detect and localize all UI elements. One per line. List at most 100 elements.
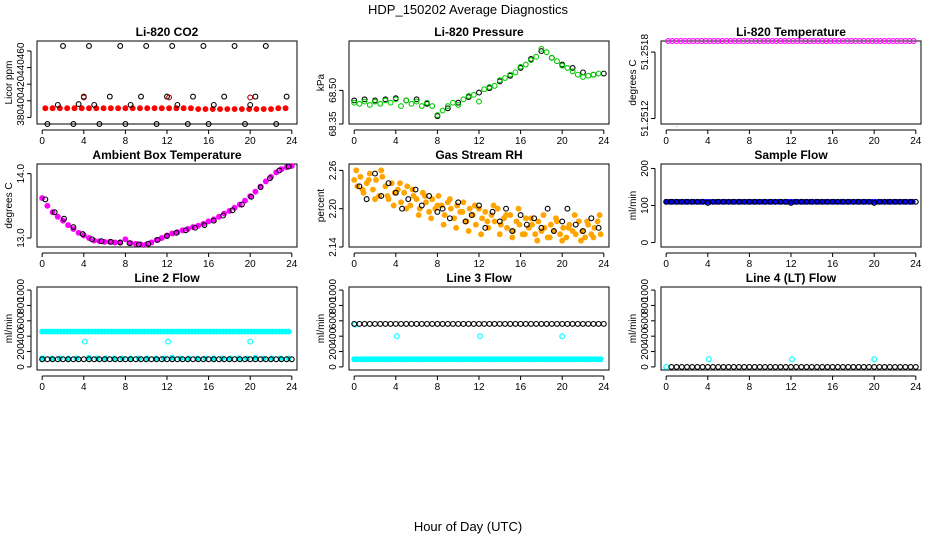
data-point-rh-orange-92	[428, 215, 435, 222]
y-tick-label-line3-4: 800	[328, 297, 339, 314]
data-point-co2-red-11	[122, 105, 129, 112]
data-point-rh-orange-44	[488, 212, 495, 219]
data-point-line3-black-20	[455, 320, 462, 327]
data-point-line4-black-44	[897, 363, 904, 370]
data-point-rh-orange-7	[373, 177, 379, 183]
data-point-co2-red-33	[282, 105, 289, 112]
x-tick-label-licortemp-0: 0	[663, 136, 669, 147]
data-point-line3-black-28	[496, 320, 503, 327]
data-point-rh-orange-35	[460, 199, 467, 206]
data-point-line2-black-8	[80, 356, 87, 363]
chart-title-co2: Li-820 CO2	[136, 25, 199, 39]
x-tick-label-co2-4: 16	[203, 136, 215, 147]
data-point-line4-black-24	[793, 363, 800, 370]
data-point-line4-black-43	[892, 363, 898, 370]
data-point-pressure-green-17	[439, 107, 446, 114]
x-tick-label-sampleflow-2: 8	[747, 259, 753, 270]
data-point-line3-black-11	[408, 320, 415, 327]
data-point-boxtemp-black-6	[98, 238, 105, 245]
data-point-boxtemp-black-16	[192, 224, 199, 231]
data-point-boxtemp-black-10	[135, 241, 142, 248]
data-point-pressure-green-33	[522, 61, 529, 68]
data-point-rh-black-11	[434, 208, 441, 215]
data-point-rh-orange-118	[590, 234, 597, 241]
x-tick-label-licortemp-1: 4	[705, 136, 711, 147]
data-point-line4-black-2	[678, 363, 685, 370]
data-point-pressure-green-41	[564, 64, 571, 71]
data-point-boxtemp-black-14	[173, 229, 180, 236]
data-point-pressure-green-28	[496, 77, 503, 84]
x-tick-label-pressure-5: 20	[557, 136, 569, 147]
data-point-rh-orange-77	[591, 224, 598, 231]
x-tick-label-sampleflow-5: 20	[869, 259, 881, 270]
data-point-rh-orange-55	[522, 215, 529, 222]
x-tick-label-boxtemp-6: 24	[286, 259, 298, 270]
data-point-licortemp-magenta-4	[681, 38, 688, 44]
data-point-rh-black-13	[446, 215, 453, 222]
data-point-licortemp-magenta-51	[877, 38, 884, 44]
data-point-co2-red-14	[144, 105, 151, 112]
y-tick-label-sampleflow-1: 100	[640, 197, 651, 214]
data-point-line2-black-48	[288, 356, 295, 363]
data-point-line3-black-12	[413, 320, 420, 327]
data-point-line4-black-18	[762, 363, 768, 370]
data-point-line4-black-36	[855, 363, 862, 370]
data-point-boxtemp-black-18	[210, 217, 217, 224]
data-point-line4-black-9	[715, 363, 722, 370]
chart-title-line3: Line 3 Flow	[446, 271, 512, 285]
y-tick-label-line3-2: 400	[328, 327, 339, 344]
data-point-line4-black-8	[710, 363, 716, 370]
y-tick-label-line2-2: 400	[16, 327, 27, 344]
y-tick-label-licortemp-1: 51.2518	[640, 34, 651, 71]
data-point-pressure-green-18	[444, 103, 451, 110]
data-point-co2-black-6	[86, 43, 92, 49]
data-point-pressure-green-29	[502, 75, 508, 81]
data-point-rh-orange-80	[353, 167, 360, 174]
x-tick-label-boxtemp-2: 8	[123, 259, 129, 270]
x-tick-label-line2-6: 24	[286, 382, 298, 393]
data-point-pressure-green-42	[569, 68, 576, 75]
series-group-co2	[42, 43, 290, 127]
data-point-line2-cyan-spikes-1	[81, 338, 88, 345]
data-point-rh-orange-9	[379, 173, 386, 180]
data-point-boxtemp-magenta-41	[252, 188, 259, 195]
data-point-rh-orange-23	[423, 199, 429, 206]
data-point-co2-black-22	[205, 121, 212, 127]
data-point-sampleflow-black-39	[866, 198, 872, 205]
data-point-line4-black-19	[767, 363, 774, 370]
data-point-rh-orange-24	[426, 208, 433, 215]
data-point-line3-black-41	[564, 320, 571, 327]
data-point-rh-black-33	[588, 215, 595, 222]
data-point-licortemp-magenta-44	[848, 38, 855, 44]
series-boxtemp-magenta	[39, 162, 295, 248]
data-point-sampleflow-black-40	[871, 199, 878, 206]
data-point-co2-red-0	[42, 105, 49, 112]
data-point-boxtemp-magenta-5	[65, 222, 72, 229]
data-point-licortemp-magenta-3	[677, 38, 684, 44]
data-point-licortemp-magenta-26	[773, 38, 780, 44]
data-point-licortemp-magenta-23	[761, 38, 767, 44]
data-point-pressure-green-37	[543, 49, 550, 56]
data-point-line4-cyan-2	[789, 356, 795, 363]
data-point-licortemp-magenta-42	[840, 38, 846, 44]
series-line2-black	[39, 356, 295, 363]
data-point-rh-orange-74	[582, 234, 589, 241]
data-point-licortemp-magenta-6	[690, 38, 697, 44]
data-point-boxtemp-magenta-1	[44, 202, 51, 209]
data-point-co2-black-31	[283, 93, 290, 100]
series-rh-orange	[351, 167, 604, 244]
data-point-line3-black-37	[543, 320, 550, 327]
data-point-co2-red-20	[187, 105, 194, 112]
y-tick-label-line4-3: 600	[640, 312, 651, 329]
data-point-rh-black-12	[439, 205, 446, 212]
plot-frame-licortemp	[660, 40, 922, 125]
data-point-rh-orange-59	[535, 218, 542, 225]
data-point-line4-black-21	[777, 363, 784, 370]
y-tick-label-pressure-0: 68.35	[328, 111, 339, 136]
data-point-line3-black-24	[476, 320, 482, 327]
data-point-rh-orange-114	[565, 224, 572, 231]
data-point-rh-orange-32	[451, 215, 457, 222]
y-tick-label-rh-2: 2.26	[328, 160, 339, 180]
figure-suptitle: HDP_150202 Average Diagnostics	[368, 2, 568, 17]
data-point-line4-black-47	[912, 363, 919, 370]
